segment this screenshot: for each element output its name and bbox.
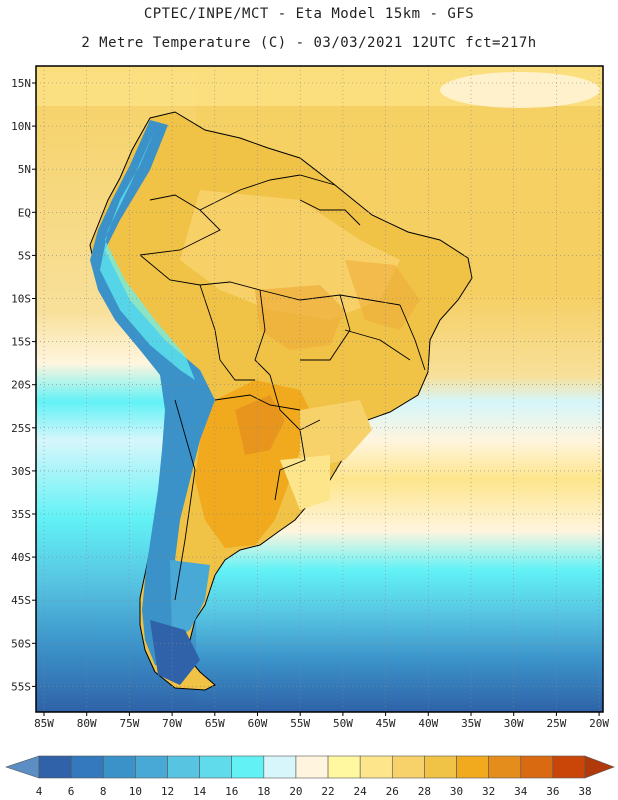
legend-label: 22 xyxy=(321,785,334,798)
lat-label: 5N xyxy=(18,163,31,176)
lat-label: 15N xyxy=(11,77,31,90)
legend-swatch xyxy=(424,755,457,779)
legend-label: 12 xyxy=(161,785,174,798)
lat-label: 20S xyxy=(11,379,31,392)
lat-label: 15S xyxy=(11,336,31,349)
legend-swatch xyxy=(359,755,393,779)
legend-label: 4 xyxy=(36,785,43,798)
lon-label: 20W xyxy=(589,717,609,730)
legend-swatch xyxy=(70,755,104,779)
legend-swatch xyxy=(456,755,489,779)
lon-label: 50W xyxy=(333,717,353,730)
legend-swatch xyxy=(391,755,425,779)
legend-label: 34 xyxy=(514,785,528,798)
color-legend: 4 6 8 10 12 14 16 18 20 22 24 26 28 30 32 34 36 38 xyxy=(5,755,615,798)
lat-label: 55S xyxy=(11,680,31,693)
map-title-line1: CPTEC/INPE/MCT - Eta Model 15km - GFS xyxy=(143,6,475,22)
lon-label: 60W xyxy=(248,717,268,730)
legend-label: 8 xyxy=(100,785,107,798)
legend-label: 24 xyxy=(354,785,368,798)
temperature-field xyxy=(36,66,603,712)
legend-label: 32 xyxy=(482,785,495,798)
lon-label: 70W xyxy=(162,717,182,730)
lat-label: 5S xyxy=(18,249,31,262)
graticule xyxy=(36,66,603,712)
legend-swatch xyxy=(167,755,200,779)
lat-label: EQ xyxy=(18,206,31,219)
lat-label: 35S xyxy=(11,508,31,521)
legend-label: 20 xyxy=(289,785,302,798)
map-frame xyxy=(35,65,604,713)
legend-swatch xyxy=(327,755,361,779)
lat-label: 45S xyxy=(11,594,31,607)
lon-label: 45W xyxy=(376,717,396,730)
lon-label: 80W xyxy=(77,717,97,730)
lon-label: 85W xyxy=(34,717,54,730)
hot-core xyxy=(195,380,315,548)
lon-label: 25W xyxy=(546,717,566,730)
lon-label: 40W xyxy=(418,717,438,730)
lat-label: 25S xyxy=(11,422,31,435)
lat-label: 30S xyxy=(11,465,31,478)
lat-label: 50S xyxy=(11,637,31,650)
legend-swatch xyxy=(102,755,136,779)
legend-swatch xyxy=(488,755,522,779)
legend-swatch xyxy=(263,755,297,779)
legend-swatch xyxy=(135,755,168,779)
legend-label: 38 xyxy=(578,785,591,798)
legend-swatch xyxy=(38,755,72,779)
legend-label: 18 xyxy=(257,785,270,798)
legend-high-arrow xyxy=(584,755,615,779)
lat-label: 40S xyxy=(11,551,31,564)
lat-label: 10S xyxy=(11,293,31,306)
lon-label: 65W xyxy=(205,717,225,730)
legend-swatch xyxy=(231,755,265,779)
legend-swatch xyxy=(295,755,329,779)
andes-cold-strip xyxy=(90,120,215,668)
lon-label: 75W xyxy=(119,717,139,730)
legend-label: 30 xyxy=(450,785,463,798)
legend-label: 36 xyxy=(546,785,559,798)
legend-label: 16 xyxy=(225,785,238,798)
country-borders xyxy=(139,174,426,601)
legend-low-arrow xyxy=(5,755,40,779)
legend-label: 26 xyxy=(386,785,399,798)
legend-label: 10 xyxy=(129,785,142,798)
lat-label: 10N xyxy=(11,120,31,133)
legend-label: 28 xyxy=(418,785,431,798)
lon-label: 55W xyxy=(290,717,310,730)
lon-label: 30W xyxy=(504,717,524,730)
legend-swatch xyxy=(520,755,554,779)
map-title-line2: 2 Metre Temperature (C) - 03/03/2021 12U… xyxy=(81,35,537,51)
lon-label: 35W xyxy=(461,717,481,730)
legend-swatch xyxy=(199,755,233,779)
legend-swatch xyxy=(552,755,586,779)
legend-label: 6 xyxy=(68,785,75,798)
legend-label: 14 xyxy=(193,785,207,798)
